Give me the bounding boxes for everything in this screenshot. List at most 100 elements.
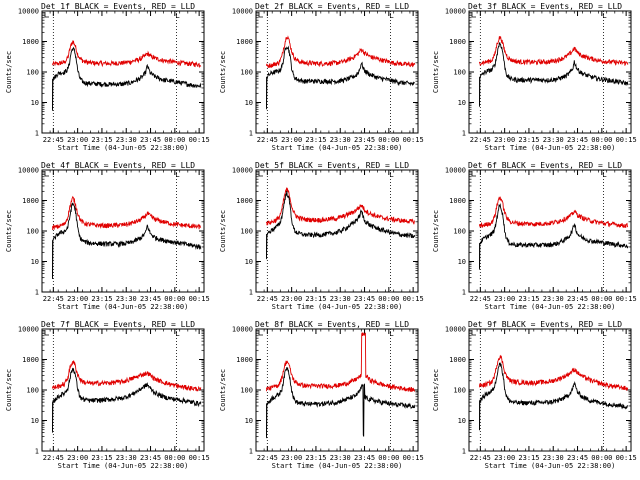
- y-tick-label: 100: [26, 387, 39, 395]
- y-tick-label: 10000: [445, 8, 466, 16]
- y-tick-label: 1: [249, 289, 253, 297]
- y-tick-label: 1: [249, 130, 253, 138]
- y-axis-label: Counts/sec: [219, 369, 227, 411]
- x-tick-label: 00:00: [164, 136, 185, 144]
- corner-mark: [258, 12, 263, 18]
- chart-title: Det 9f BLACK = Events, RED = LLD: [468, 320, 622, 329]
- x-axis-label: Start Time (04-Jun-05 22:38:00): [272, 144, 403, 152]
- corner-mark: [44, 12, 49, 18]
- chart-title: Det 2f BLACK = Events, RED = LLD: [255, 2, 409, 11]
- y-axis-label: Counts/sec: [219, 210, 227, 252]
- y-tick-label: 1: [35, 130, 39, 138]
- x-tick-label: 23:45: [140, 136, 161, 144]
- x-tick-label: 00:00: [164, 295, 185, 303]
- y-tick-label: 100: [453, 69, 466, 77]
- y-tick-label: 100: [26, 69, 39, 77]
- y-tick-label: 10: [245, 417, 253, 425]
- x-axis-label: Start Time (04-Jun-05 22:38:00): [272, 462, 403, 470]
- y-tick-label: 1000: [449, 38, 466, 46]
- corner-mark: [471, 330, 476, 336]
- x-tick-label: 23:30: [330, 136, 351, 144]
- y-tick-label: 1000: [236, 356, 253, 364]
- y-tick-label: 100: [453, 228, 466, 236]
- x-axis-label: Start Time (04-Jun-05 22:38:00): [485, 303, 616, 311]
- chart-panel-7: Det 7f BLACK = Events, RED = LLD 1 10 100 10…: [5, 320, 210, 470]
- y-tick-label: 1000: [236, 197, 253, 205]
- x-tick-label: 23:45: [140, 454, 161, 462]
- series-lld: [52, 195, 202, 230]
- x-tick-label: 23:00: [67, 136, 88, 144]
- y-axis-label: Counts/sec: [5, 369, 13, 411]
- y-tick-label: 1000: [22, 356, 39, 364]
- y-axis-label: Counts/sec: [5, 210, 13, 252]
- series-lld: [479, 196, 629, 229]
- x-tick-label: 00:00: [378, 454, 399, 462]
- y-axis-label: Counts/sec: [432, 51, 440, 93]
- x-tick-label: 00:15: [403, 136, 424, 144]
- x-tick-label: 00:15: [189, 136, 210, 144]
- x-tick-label: 23:45: [354, 454, 375, 462]
- y-tick-label: 1000: [449, 197, 466, 205]
- x-tick-label: 23:15: [518, 295, 539, 303]
- y-tick-label: 10000: [232, 326, 253, 334]
- x-tick-label: 23:00: [67, 295, 88, 303]
- y-tick-label: 1: [462, 289, 466, 297]
- y-tick-label: 1: [462, 448, 466, 456]
- x-tick-label: 22:45: [257, 136, 278, 144]
- x-axis-label: Start Time (04-Jun-05 22:38:00): [485, 462, 616, 470]
- corner-mark: [44, 171, 49, 177]
- time-marker-label: L: [389, 330, 393, 338]
- x-tick-label: 23:30: [116, 295, 137, 303]
- y-tick-label: 1: [35, 448, 39, 456]
- y-tick-label: 100: [453, 387, 466, 395]
- x-tick-label: 23:45: [354, 295, 375, 303]
- x-tick-label: 23:15: [91, 136, 112, 144]
- x-tick-label: 00:15: [616, 295, 637, 303]
- y-tick-label: 100: [240, 69, 253, 77]
- plot-frame: [255, 169, 419, 293]
- x-tick-label: 23:30: [543, 295, 564, 303]
- x-tick-label: 23:45: [567, 454, 588, 462]
- x-tick-label: 23:00: [67, 454, 88, 462]
- chart-panel-2: Det 2f BLACK = Events, RED = LLD 1 10 100 10…: [219, 2, 424, 152]
- x-tick-label: 22:45: [43, 295, 64, 303]
- x-tick-label: 23:15: [518, 454, 539, 462]
- corner-mark: [471, 171, 476, 177]
- y-tick-label: 10: [31, 417, 39, 425]
- chart-panel-9: Det 9f BLACK = Events, RED = LLD 1 10 100 10…: [432, 320, 637, 470]
- time-marker-label: L: [175, 171, 179, 179]
- y-tick-label: 10: [458, 99, 466, 107]
- x-tick-label: 22:45: [470, 454, 491, 462]
- time-marker-label: L: [389, 12, 393, 20]
- series-events: [266, 45, 415, 110]
- y-tick-label: 1: [35, 289, 39, 297]
- x-axis-label: Start Time (04-Jun-05 22:38:00): [272, 303, 403, 311]
- x-tick-label: 23:30: [116, 454, 137, 462]
- x-tick-label: 23:30: [330, 295, 351, 303]
- y-tick-label: 1000: [22, 197, 39, 205]
- plot-frame: [255, 328, 419, 452]
- x-tick-label: 23:45: [140, 295, 161, 303]
- series-lld: [52, 40, 202, 69]
- x-tick-label: 22:45: [257, 295, 278, 303]
- series-lld: [52, 360, 202, 392]
- y-tick-label: 100: [26, 228, 39, 236]
- x-tick-label: 23:15: [91, 295, 112, 303]
- y-tick-label: 1000: [236, 38, 253, 46]
- corner-mark: [471, 12, 476, 18]
- x-tick-label: 23:45: [567, 295, 588, 303]
- y-tick-label: 1000: [449, 356, 466, 364]
- y-tick-label: 10000: [18, 326, 39, 334]
- x-tick-label: 00:00: [591, 295, 612, 303]
- y-tick-label: 1000: [22, 38, 39, 46]
- series-events: [52, 202, 202, 280]
- x-tick-label: 23:45: [354, 136, 375, 144]
- x-tick-label: 00:15: [403, 295, 424, 303]
- corner-mark: [44, 330, 49, 336]
- x-axis-label: Start Time (04-Jun-05 22:38:00): [58, 462, 189, 470]
- y-tick-label: 10000: [232, 8, 253, 16]
- chart-title: Det 1f BLACK = Events, RED = LLD: [41, 2, 195, 11]
- x-tick-label: 23:30: [330, 454, 351, 462]
- chart-panel-8: Det 8f BLACK = Events, RED = LLD 1 10 100 10…: [219, 320, 424, 470]
